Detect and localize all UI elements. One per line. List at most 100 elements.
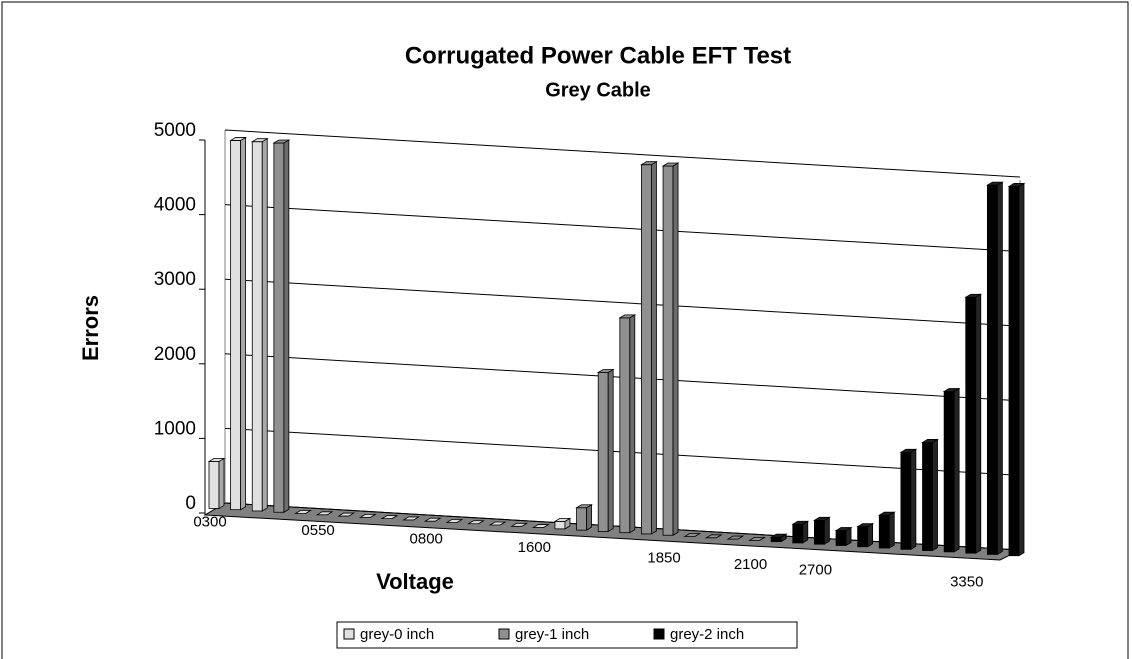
bar <box>337 512 356 517</box>
bar <box>229 136 248 511</box>
legend-swatch <box>343 628 355 640</box>
bar <box>921 438 939 552</box>
bar-front <box>619 317 631 534</box>
bar-top <box>596 369 615 373</box>
bar <box>596 368 615 533</box>
bar-side <box>240 136 247 511</box>
bar <box>510 522 529 527</box>
bar-top <box>531 524 550 528</box>
bar-front <box>576 507 587 531</box>
bar-front <box>922 442 933 551</box>
bar-top <box>575 504 594 509</box>
bar <box>488 521 507 526</box>
y-tick-label: 4000 <box>154 195 196 216</box>
bar-top <box>661 162 680 167</box>
bar <box>704 534 723 539</box>
bar-side <box>975 293 982 554</box>
bar <box>942 387 961 553</box>
bar-top <box>877 511 896 516</box>
bar-side <box>953 387 960 553</box>
x-tick-label: 2700 <box>799 561 832 578</box>
bar-front <box>943 391 955 553</box>
bar-front <box>792 523 804 544</box>
bar <box>315 511 334 516</box>
bar-top <box>207 458 226 462</box>
legend-label: grey-0 inch <box>360 626 434 643</box>
bar <box>423 517 442 522</box>
bar-top <box>358 513 377 518</box>
bar-front <box>597 372 609 532</box>
bar-top <box>921 439 939 443</box>
bar-top <box>704 534 723 539</box>
bar <box>726 535 745 540</box>
bar-front <box>230 140 242 511</box>
bar <box>294 510 312 514</box>
bar-top <box>683 533 702 537</box>
legend-swatch <box>498 628 510 640</box>
x-tick-label: 1850 <box>647 549 680 566</box>
bar-top <box>315 511 334 516</box>
bar-top <box>294 510 312 514</box>
bar <box>358 513 377 518</box>
bar <box>812 516 831 545</box>
bar-front <box>900 451 912 550</box>
bar-top <box>985 181 1004 186</box>
bar-side <box>283 139 290 513</box>
bar <box>877 511 896 549</box>
x-tick-label: 2100 <box>734 556 767 573</box>
chart-subtitle: Grey Cable <box>545 79 651 101</box>
bar-side <box>218 457 225 510</box>
bar <box>834 526 853 547</box>
bar-side <box>607 368 614 533</box>
bar-side <box>261 137 268 512</box>
bar-top <box>748 536 766 541</box>
bar <box>445 519 464 523</box>
bar-front <box>965 296 977 554</box>
bar <box>791 520 810 544</box>
bar-front <box>662 165 674 536</box>
bar-front <box>770 536 782 543</box>
bar-front <box>208 461 220 509</box>
bar-top <box>402 516 421 521</box>
bar <box>575 504 594 531</box>
x-tick-label: 0800 <box>410 530 443 547</box>
bar-side <box>867 522 874 548</box>
chart-title: Corrugated Power Cable EFT Test <box>405 42 791 69</box>
bar <box>899 448 918 551</box>
bar-front <box>857 526 869 548</box>
bar-top <box>467 520 485 525</box>
legend-swatch <box>653 628 665 640</box>
bar-top <box>510 522 529 527</box>
x-tick-label: 3350 <box>950 573 983 590</box>
bar <box>1007 182 1026 557</box>
bar <box>531 524 550 528</box>
bar <box>553 517 572 530</box>
bar-side <box>910 448 917 551</box>
bar <box>639 160 658 535</box>
bar-top <box>272 139 291 144</box>
bar-top <box>1007 183 1026 187</box>
bar-top <box>618 314 637 319</box>
bar-top <box>769 533 788 538</box>
bar-side <box>888 511 895 549</box>
y-tick-label: 1000 <box>154 418 196 439</box>
x-tick-label: 1600 <box>518 539 551 556</box>
bar-side <box>824 516 830 545</box>
y-tick-label: 5000 <box>154 120 196 141</box>
bar <box>618 314 637 534</box>
bar-front <box>641 164 652 535</box>
bar <box>661 162 680 536</box>
x-tick-label: 0300 <box>193 513 226 530</box>
bar <box>272 139 291 513</box>
bar-top <box>856 523 875 528</box>
bar <box>985 181 1004 556</box>
bar-side <box>651 160 657 535</box>
legend-label: grey-2 inch <box>670 626 744 643</box>
x-axis-title: Voltage <box>376 569 454 594</box>
bar-top <box>229 137 248 141</box>
bar-front <box>814 519 825 545</box>
y-tick-label: 0 <box>185 493 196 514</box>
bar-front <box>986 184 998 555</box>
bar-top <box>445 519 464 523</box>
bar <box>964 293 983 554</box>
